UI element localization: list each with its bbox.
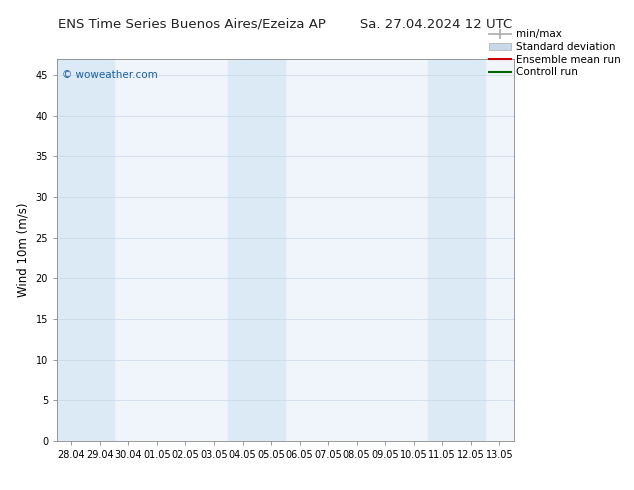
Bar [57,59,114,441]
Text: © woweather.com: © woweather.com [61,70,157,80]
Text: ENS Time Series Buenos Aires/Ezeiza AP        Sa. 27.04.2024 12 UTC: ENS Time Series Buenos Aires/Ezeiza AP S… [58,17,512,30]
Y-axis label: Wind 10m (m/s): Wind 10m (m/s) [17,203,30,297]
Legend: min/max, Standard deviation, Ensemble mean run, Controll run: min/max, Standard deviation, Ensemble me… [486,27,623,79]
Bar [228,59,285,441]
Bar [428,59,485,441]
